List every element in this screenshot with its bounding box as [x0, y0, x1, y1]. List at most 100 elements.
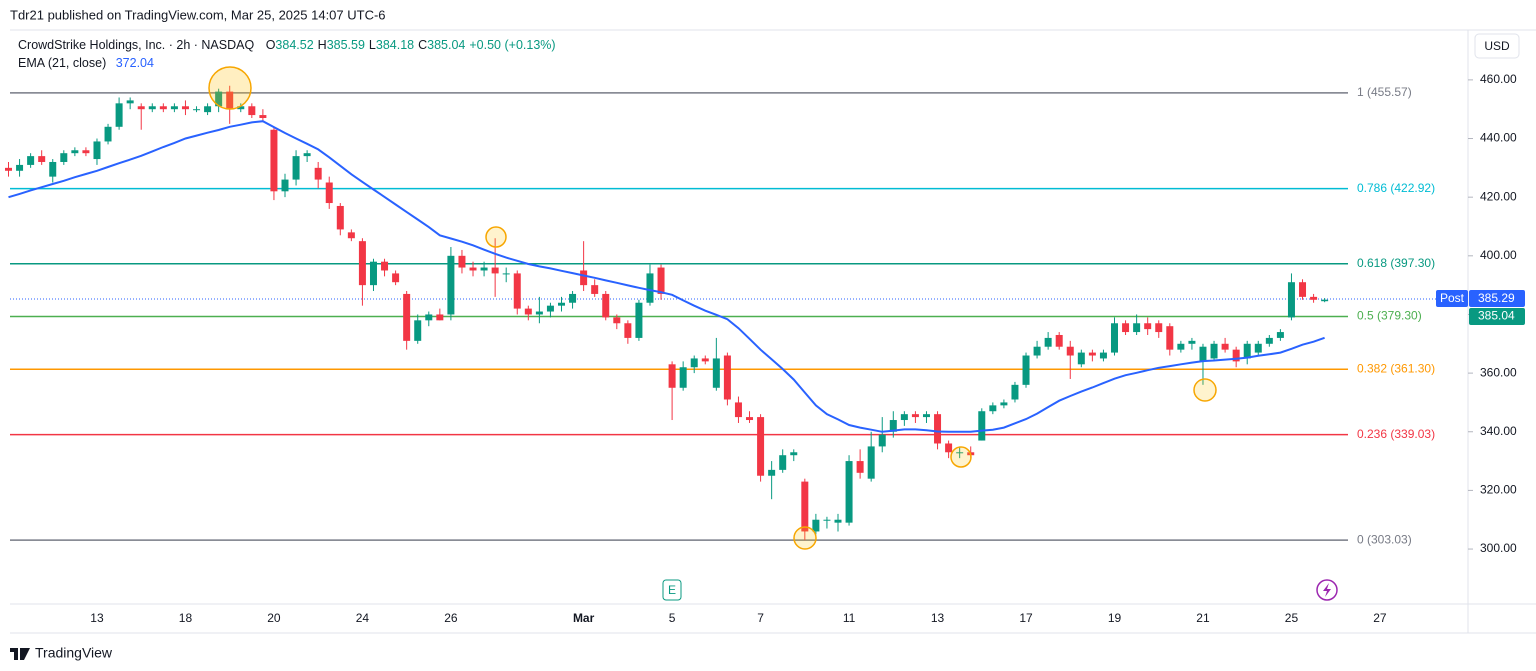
x-tick-label: 17	[1019, 611, 1033, 625]
candle-body	[502, 273, 510, 275]
fib-label: 0.618 (397.30)	[1357, 256, 1435, 270]
y-tick-label: 440.00	[1480, 131, 1517, 145]
x-tick-label: 13	[931, 611, 945, 625]
candle-body	[580, 270, 588, 286]
currency[interactable]: USD	[1484, 39, 1510, 53]
candle-body	[436, 314, 444, 321]
candle-body	[911, 414, 919, 418]
y-tick-label: 360.00	[1480, 365, 1517, 379]
candle-body	[1022, 355, 1030, 385]
earnings-icon[interactable]	[662, 579, 682, 601]
candle-body	[248, 106, 256, 116]
candle-body	[602, 293, 610, 318]
candle-body	[281, 179, 289, 192]
candle-body	[1044, 337, 1052, 347]
candle-body	[657, 267, 665, 294]
candle-body	[1177, 343, 1185, 350]
ema-line	[8, 120, 1325, 433]
candle-body	[237, 106, 245, 110]
candle-body	[1066, 346, 1074, 356]
candle-body	[1299, 282, 1307, 297]
candle-body	[513, 273, 521, 309]
y-tick-label: 320.00	[1480, 483, 1517, 497]
candle-body	[1011, 384, 1019, 400]
last-price-label: 385.04	[1478, 309, 1515, 323]
fib-label: 0.382 (361.30)	[1357, 361, 1435, 375]
fib-label: 0 (303.03)	[1357, 532, 1412, 546]
highlight-circle	[793, 526, 817, 550]
candle-body	[1310, 296, 1318, 300]
candle-body	[1033, 346, 1041, 356]
candle-body	[447, 255, 455, 315]
candle-body	[381, 261, 389, 271]
candle-body	[16, 164, 24, 171]
candle-body	[104, 126, 112, 142]
candle-body	[137, 106, 145, 110]
plot-area: 1 (455.57) 0.786 (422.92) 0.618 (397.30) 0.…	[5, 85, 1468, 546]
fib-label: 0.786 (422.92)	[1357, 181, 1435, 195]
candle-body	[1166, 326, 1174, 350]
highlight-circle	[950, 446, 972, 468]
x-tick-label: 7	[757, 611, 764, 625]
candle-body	[635, 302, 643, 338]
y-tick-label: 300.00	[1480, 541, 1517, 555]
highlight-circle	[485, 226, 507, 248]
candle-body	[779, 455, 787, 470]
x-tick-label: Mar	[573, 611, 595, 625]
fib-label: 0.236 (339.03)	[1357, 427, 1435, 441]
candle-body	[734, 402, 742, 418]
candle-body	[934, 414, 942, 444]
candle-body	[757, 417, 765, 476]
candle-body	[27, 156, 35, 165]
earnings-marker[interactable]: E	[668, 583, 676, 597]
y-tick-label: 400.00	[1480, 248, 1517, 262]
candle-body	[790, 452, 798, 456]
x-tick-label: 11	[843, 611, 856, 625]
candle-body	[82, 150, 90, 154]
candle-body	[49, 161, 57, 177]
candle-body	[369, 261, 377, 286]
symbol-title: CrowdStrike Holdings, Inc. · 2h · NASDAQ	[18, 38, 254, 52]
ema-name: EMA (21, close)	[18, 56, 106, 70]
candle-body	[1077, 352, 1085, 365]
currency-button[interactable]	[1474, 33, 1520, 59]
candle-body	[1099, 352, 1107, 359]
candle-body	[491, 267, 499, 274]
x-tick-label: 19	[1108, 611, 1122, 625]
ohlc-letter: C	[418, 38, 427, 52]
candle-body	[624, 323, 632, 338]
candle-body	[768, 469, 776, 476]
candle-body	[1133, 323, 1141, 333]
candle-body	[569, 293, 577, 303]
candle-body	[1254, 343, 1262, 353]
candle-body	[303, 153, 311, 157]
candle-body	[1321, 299, 1329, 302]
x-tick-label: 5	[669, 611, 676, 625]
candle-body	[1144, 323, 1152, 330]
change-label: +0.50 (+0.13%)	[469, 38, 555, 52]
ohlc-letter: L	[369, 38, 376, 52]
candle-body	[746, 417, 754, 421]
candle-body	[270, 129, 278, 192]
candle-body	[1221, 343, 1229, 350]
candle-body	[978, 411, 986, 441]
last-price-badge	[1469, 307, 1525, 325]
candle-body	[945, 443, 953, 453]
candle-body	[148, 106, 156, 110]
candle-body	[1232, 349, 1240, 362]
candle-body	[60, 153, 68, 162]
x-tick-label: 20	[267, 611, 281, 625]
candle-body	[1055, 334, 1063, 347]
candle-body	[956, 452, 964, 454]
candle-body	[358, 241, 366, 286]
candle-body	[181, 106, 189, 110]
candle-body	[259, 115, 267, 118]
x-tick-label: 18	[179, 611, 193, 625]
candle-body	[856, 461, 864, 473]
candle-body	[425, 314, 433, 321]
candle-body	[93, 141, 101, 160]
candle-body	[325, 182, 333, 204]
candle-body	[392, 273, 400, 283]
ohlc-value: 384.18	[376, 38, 414, 52]
candle-body	[1000, 402, 1008, 406]
